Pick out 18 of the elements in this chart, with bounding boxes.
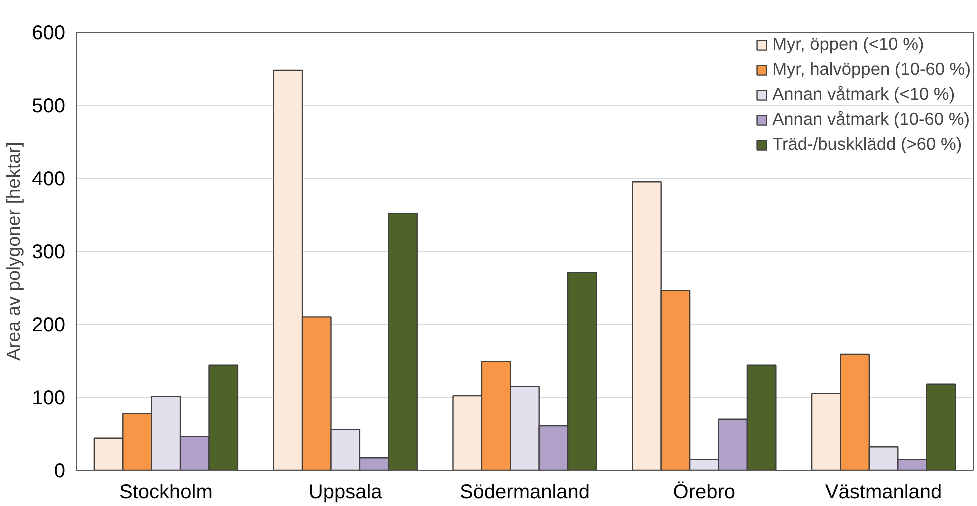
x-tick-label: Södermanland: [460, 482, 590, 504]
y-tick-label: 0: [54, 460, 66, 482]
legend-label: Träd-/buskklädd (>60 %): [772, 134, 962, 155]
y-tick-label: 600: [32, 22, 66, 44]
x-tick-label: Uppsala: [308, 482, 384, 504]
y-tick-label: 300: [32, 242, 66, 264]
legend-label: Myr, halvöppen (10-60 %): [772, 59, 971, 80]
y-tick-label: 400: [32, 168, 66, 190]
legend-label: Annan våtmark (<10 %): [772, 84, 956, 105]
x-tick-label: Stockholm: [120, 482, 213, 504]
x-tick-label: Örebro: [673, 482, 736, 504]
legend-label: Annan våtmark (10-60 %): [772, 109, 970, 130]
y-tick-label: 100: [32, 388, 66, 410]
y-tick-label: 200: [32, 314, 66, 336]
legend-label: Myr, öppen (<10 %): [772, 34, 924, 55]
y-axis-title: Area av polygoner [hektar]: [3, 142, 24, 361]
x-tick-label: Västmanland: [825, 482, 942, 504]
y-tick-label: 500: [32, 96, 66, 118]
